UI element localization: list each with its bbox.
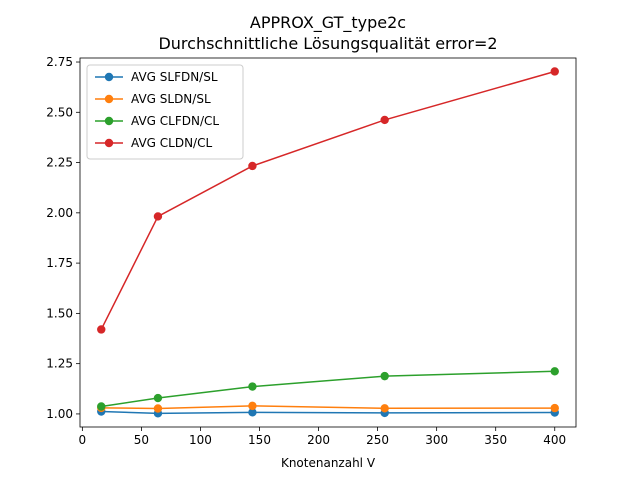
data-point-3-2: [248, 161, 257, 171]
legend-marker-1: [104, 94, 114, 104]
x-tick-label-6: 300: [425, 433, 448, 447]
legend: AVG SLFDN/SL AVG SLDN/SL AVG CLFDN/CL AVG C…: [86, 64, 244, 160]
data-point-3-4: [550, 67, 559, 76]
x-tick-label-8: 400: [543, 433, 566, 447]
data-point-1-2: [248, 401, 257, 411]
data-point-1-4: [550, 403, 559, 413]
chart-subtitle: Durchschnittliche Lösungsqualität error=…: [158, 34, 497, 53]
plot-area: [79, 57, 577, 428]
x-tick-label-4: 200: [307, 433, 330, 447]
data-point-1-3: [380, 404, 389, 413]
x-tick-label-0: 0: [79, 433, 87, 447]
data-point-2-2: [248, 382, 257, 391]
data-point-3-0: [97, 325, 106, 334]
data-point-2-1: [153, 393, 163, 403]
y-tick-label-3: 1.75: [46, 256, 73, 270]
x-axis-label: Knotenanzahl V: [281, 456, 376, 470]
data-point-3-3: [380, 115, 389, 125]
y-tick-label-6: 2.50: [46, 105, 73, 119]
x-tick-label-2: 100: [189, 433, 212, 447]
y-axis: 1.00 1.25 1.50 1.75 2.00 2.25 2.50 2.75: [46, 55, 80, 421]
y-tick-label-5: 2.25: [46, 156, 73, 170]
y-tick-label-0: 1.00: [46, 407, 73, 421]
y-tick-label-2: 1.50: [46, 306, 73, 320]
x-tick-label-1: 50: [134, 433, 149, 447]
data-point-1-1: [153, 404, 163, 413]
data-point-3-1: [153, 212, 163, 221]
legend-marker-3: [104, 138, 114, 148]
data-point-2-0: [97, 402, 106, 411]
data-point-0-2: [248, 408, 257, 417]
legend-label-1: AVG SLDN/SL: [131, 92, 211, 106]
x-axis: 0 50 100 150 200 250 300 350 400: [79, 427, 566, 447]
y-tick-label-4: 2.00: [46, 206, 73, 220]
legend-label-0: AVG SLFDN/SL: [131, 70, 218, 84]
legend-box: [86, 64, 244, 160]
x-tick-label-7: 350: [484, 433, 507, 447]
data-point-2-3: [380, 371, 389, 381]
y-tick-label-1: 1.25: [46, 357, 73, 371]
chart-title: APPROX_GT_type2c: [250, 13, 406, 33]
legend-marker-2: [104, 116, 114, 126]
legend-marker-0: [104, 72, 114, 82]
data-point-2-4: [550, 367, 559, 376]
x-tick-label-5: 250: [366, 433, 389, 447]
legend-label-3: AVG CLDN/CL: [131, 136, 212, 150]
y-tick-label-7: 2.75: [46, 55, 73, 69]
x-tick-label-3: 150: [248, 433, 271, 447]
legend-label-2: AVG CLFDN/CL: [131, 114, 219, 128]
axes-frame: [79, 57, 577, 428]
